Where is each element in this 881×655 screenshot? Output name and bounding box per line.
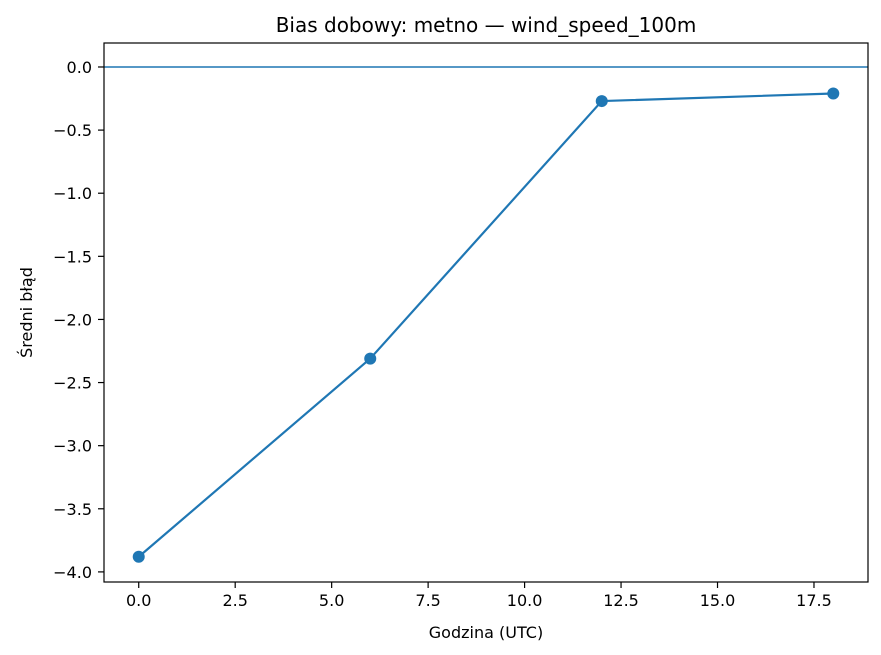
series-line (138, 92, 834, 558)
y-tick-label: −2.0 (53, 310, 92, 329)
y-tick-label: −4.0 (53, 563, 92, 582)
x-tick-label: 15.0 (700, 591, 736, 610)
data-point (364, 352, 377, 365)
data-point (132, 550, 145, 563)
x-tick-label: 10.0 (507, 591, 543, 610)
y-tick-label: −2.5 (53, 374, 92, 393)
x-axis-label: Godzina (UTC) (429, 623, 543, 642)
x-tick-label: 5.0 (319, 591, 344, 610)
y-tick-label: 0.0 (67, 58, 92, 77)
x-tick-label: 7.5 (415, 591, 440, 610)
chart-title: Bias dobowy: metno — wind_speed_100m (276, 13, 697, 37)
x-tick-label: 12.5 (603, 591, 639, 610)
plot-frame (103, 42, 869, 583)
y-tick-label: −1.5 (53, 247, 92, 266)
data-point (827, 87, 840, 100)
y-axis-label: Średni błąd (17, 267, 36, 358)
y-tick-label: −3.0 (53, 437, 92, 456)
x-tick-label: 0.0 (126, 591, 151, 610)
data-point (595, 95, 608, 108)
y-tick-label: −3.5 (53, 500, 92, 519)
y-tick-label: −0.5 (53, 121, 92, 140)
y-tick-label: −1.0 (53, 184, 92, 203)
x-tick-label: 2.5 (222, 591, 247, 610)
x-tick-label: 17.5 (796, 591, 832, 610)
